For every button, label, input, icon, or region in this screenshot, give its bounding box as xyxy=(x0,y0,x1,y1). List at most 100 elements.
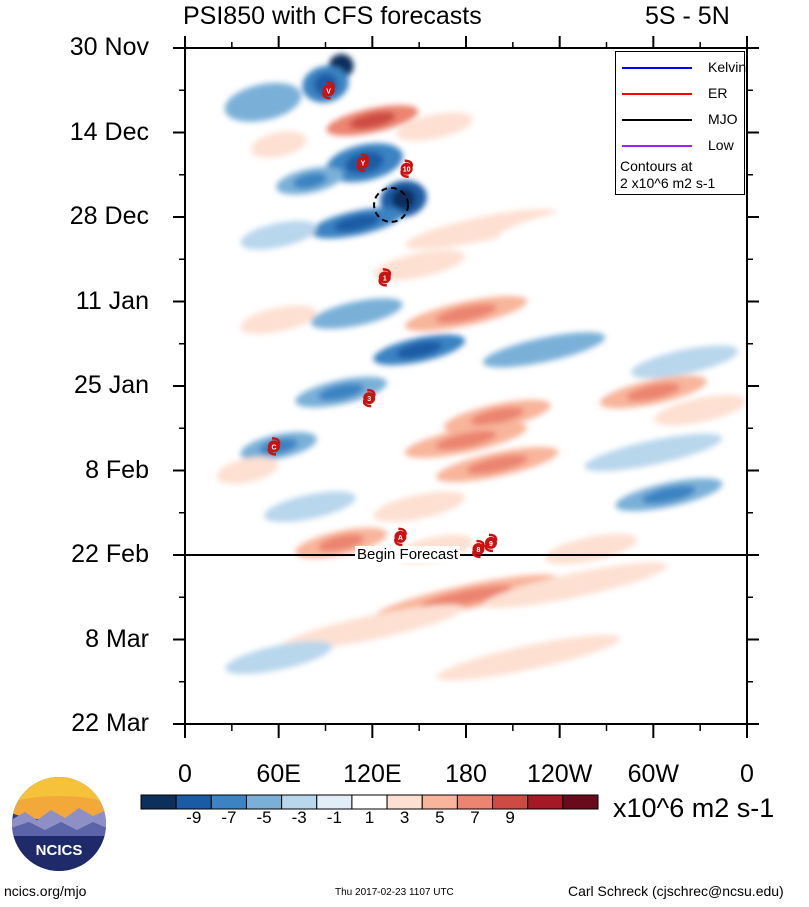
cyclone-label: 3 xyxy=(367,396,371,403)
colorbar-swatch xyxy=(386,794,423,810)
tropical-cyclone-marker: A xyxy=(394,527,407,547)
x-tick-label: 60W xyxy=(627,760,680,788)
colorbar-swatch xyxy=(456,794,494,810)
legend: Kelvin ER MJO Low Contours at 2 x10^6 m2… xyxy=(615,51,746,195)
colorbar-units: x10^6 m2 s-1 xyxy=(613,793,775,823)
begin-forecast-label: Begin Forecast xyxy=(355,546,460,563)
heatmap-feature xyxy=(592,247,715,283)
mjo-contour xyxy=(373,186,410,223)
heatmap-feature-core xyxy=(642,485,696,504)
colorbar-swatch xyxy=(140,794,177,810)
logo-text: NCICS xyxy=(36,842,83,859)
y-tick-label: 14 Dec xyxy=(69,117,149,146)
legend-er-label: ER xyxy=(708,85,728,101)
ncics-logo: NCICS xyxy=(12,777,106,871)
heatmap-feature-core xyxy=(333,214,380,232)
tropical-cyclone-marker: 3 xyxy=(362,388,376,408)
x-tick-label: 0 xyxy=(178,760,192,788)
legend-low-label: Low xyxy=(708,137,734,153)
tropical-cyclone-marker: Y xyxy=(356,153,370,172)
colorbar-tick-label: -1 xyxy=(326,808,342,827)
cyclone-core xyxy=(472,542,485,555)
x-tick-label: 120E xyxy=(343,760,402,788)
colorbar-swatch xyxy=(281,794,318,810)
axis-ticks xyxy=(173,36,759,738)
cyclone-core xyxy=(363,392,376,405)
legend-low-swatch xyxy=(622,145,692,147)
colorbar-swatch xyxy=(351,794,388,810)
x-tick-label: 180 xyxy=(445,760,487,788)
cyclone-label: 10 xyxy=(403,167,411,174)
heatmap-feature xyxy=(482,332,606,368)
heatmap-feature-core xyxy=(626,382,681,402)
cyclone-core xyxy=(484,536,497,549)
heatmap-feature xyxy=(216,457,279,484)
heatmap-feature xyxy=(396,112,474,141)
tropical-cyclone-marker: 9 xyxy=(484,533,498,553)
heatmap-feature xyxy=(310,298,403,329)
x-tick-label: 120W xyxy=(527,760,593,788)
cyclone-core xyxy=(322,84,335,97)
heatmap-feature xyxy=(499,194,683,240)
cyclone-core xyxy=(378,271,391,284)
heatmap-feature xyxy=(240,220,317,250)
heatmap-feature xyxy=(654,394,747,426)
y-tick-label: 8 Feb xyxy=(85,455,149,484)
chart-title: PSI850 with CFS forecasts xyxy=(183,2,482,30)
heatmap-feature-core xyxy=(391,187,416,210)
legend-item-low: Low xyxy=(620,136,742,156)
colorbar-swatch xyxy=(562,794,599,810)
cyclone-label: 1 xyxy=(383,275,387,282)
cyclone-label: C xyxy=(271,444,276,451)
colorbar-tick-label: 7 xyxy=(470,808,480,827)
cyclone-label: Y xyxy=(361,161,366,168)
x-tick-label: 60E xyxy=(256,760,301,788)
mjo-contour-layer xyxy=(373,186,410,223)
legend-item-kelvin: Kelvin xyxy=(620,58,746,78)
colorbar-tick-label: -9 xyxy=(186,808,202,827)
heatmap-feature-core xyxy=(396,341,443,359)
legend-contour-line1: Contours at xyxy=(620,158,693,174)
legend-contour-line2: 2 x10^6 m2 s-1 xyxy=(620,175,716,191)
heatmap-feature-core xyxy=(318,383,365,401)
heatmap-feature xyxy=(224,82,302,122)
heatmap-feature xyxy=(584,669,723,707)
colorbar-tick-label: -3 xyxy=(291,808,307,827)
footer-timestamp: Thu 2017-02-23 1107 UTC xyxy=(335,887,454,898)
cyclone-core xyxy=(267,440,280,453)
cyclone-label: A xyxy=(398,535,403,542)
footer-author: Carl Schreck (cjschrec@ncsu.edu) xyxy=(568,883,784,899)
legend-mjo-label: MJO xyxy=(708,111,738,127)
legend-er-swatch xyxy=(622,93,692,95)
heatmap-feature xyxy=(373,249,466,281)
heatmap-feature-core xyxy=(435,430,497,450)
heatmap-feature xyxy=(584,433,723,472)
colorbar-swatch xyxy=(527,794,564,810)
colorbar-swatch xyxy=(316,794,353,810)
heatmap-feature-core xyxy=(435,303,497,324)
colorbar-swatch xyxy=(492,794,529,810)
y-tick-label: 22 Feb xyxy=(71,540,149,568)
chart-region: 5S - 5N xyxy=(645,2,730,30)
heatmap-feature xyxy=(264,491,356,523)
colorbar-tick-label: 1 xyxy=(364,808,375,827)
heatmap-feature-core xyxy=(466,454,528,475)
heatmap-feature xyxy=(436,634,621,681)
legend-kelvin-label: Kelvin xyxy=(708,59,747,75)
colorbar-swatch xyxy=(421,794,458,810)
colorbar-tick-label: 5 xyxy=(435,808,445,827)
legend-contour-note: Contours at 2 x10^6 m2 s-1 xyxy=(620,158,715,192)
cyclone-core xyxy=(394,530,407,543)
tropical-cyclone-marker: V xyxy=(322,81,335,100)
footer-website: ncics.org/mjo xyxy=(4,883,87,899)
y-tick-label: 11 Jan xyxy=(75,286,149,315)
heatmap-feature xyxy=(483,562,667,608)
y-tick-label: 25 Jan xyxy=(73,371,149,399)
heatmap-feature xyxy=(405,209,559,250)
cyclone-core xyxy=(400,162,413,175)
colorbar-swatch xyxy=(210,794,247,810)
legend-mjo-swatch xyxy=(622,119,692,121)
colorbar-tick-label: -5 xyxy=(256,808,272,827)
colorbar-tick-label: 3 xyxy=(399,808,410,827)
y-tick-label: 30 Nov xyxy=(69,33,149,61)
